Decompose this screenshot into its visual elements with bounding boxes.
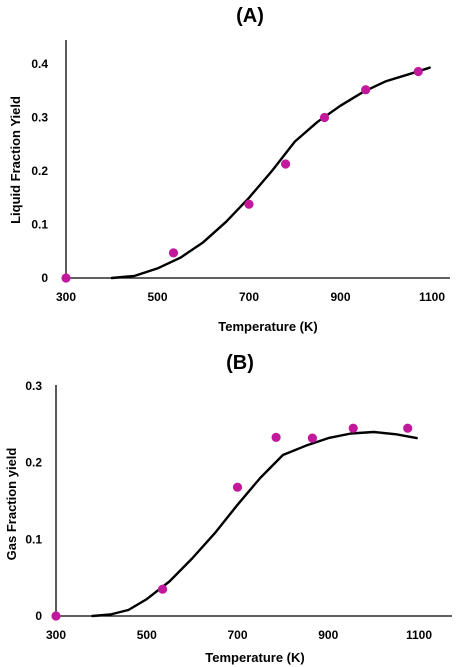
- data-point-b: [403, 423, 413, 433]
- data-point-a: [319, 112, 330, 123]
- data-point-a: [413, 66, 423, 77]
- x-ticks-b: 300 500 700 900 1100: [46, 628, 432, 642]
- data-point-b: [307, 433, 317, 443]
- x-tick-label-a: 500: [147, 290, 167, 304]
- y-tick-label-b: 0.3: [25, 379, 42, 393]
- y-tick-label-a: 0.3: [31, 111, 48, 125]
- y-tick-label-b: 0.2: [25, 456, 42, 470]
- chart-a: (A) Liquid Fraction Yield Temperature (K…: [8, 5, 450, 334]
- data-point-a: [361, 85, 371, 95]
- x-tick-label-a: 700: [239, 290, 259, 304]
- panel-label-a: (A): [236, 5, 264, 27]
- data-point-b: [271, 432, 281, 442]
- y-axis-title-b: Gas Fraction yield: [4, 448, 19, 561]
- y-ticks-b: 0 0.1 0.2 0.3: [25, 379, 42, 623]
- x-tick-label-b: 900: [318, 628, 338, 642]
- x-tick-label-a: 900: [330, 290, 350, 304]
- data-point-b: [232, 482, 243, 492]
- x-tick-label-b: 1100: [406, 628, 432, 642]
- data-point-a: [61, 273, 71, 283]
- y-tick-label-a: 0.2: [31, 164, 48, 178]
- data-point-a: [168, 248, 179, 258]
- model-curve-b: [91, 430, 418, 618]
- x-axis-title-a: Temperature (K): [218, 319, 317, 334]
- x-ticks-a: 300 500 700 900 1100: [56, 290, 445, 304]
- data-point-a: [281, 159, 291, 169]
- y-axis-title-a: Liquid Fraction Yield: [8, 96, 23, 224]
- x-tick-label-b: 700: [227, 628, 247, 642]
- x-tick-label-b: 500: [137, 628, 157, 642]
- x-tick-label-a: 1100: [419, 290, 445, 304]
- y-tick-label-b: 0.1: [25, 532, 42, 546]
- data-point-b: [51, 611, 61, 621]
- y-tick-label-b: 0: [35, 609, 42, 623]
- data-point-a: [244, 199, 254, 209]
- panel-label-b: (B): [226, 352, 254, 374]
- y-tick-label-a: 0.4: [31, 57, 48, 71]
- model-curve-a: [110, 66, 431, 280]
- series-layer-a: [61, 66, 431, 283]
- x-axis-title-b: Temperature (K): [205, 650, 304, 665]
- y-tick-label-a: 0.1: [31, 218, 48, 232]
- chart-b: (B) Gas Fraction yield Temperature (K) 3…: [4, 352, 452, 665]
- x-tick-label-b: 300: [46, 628, 66, 642]
- data-point-b: [158, 584, 168, 594]
- y-tick-label-a: 0: [41, 271, 48, 285]
- series-layer-b: [51, 423, 418, 621]
- y-ticks-a: 0 0.1 0.2 0.3 0.4: [31, 57, 48, 285]
- data-point-b: [348, 423, 358, 433]
- x-tick-label-a: 300: [56, 290, 76, 304]
